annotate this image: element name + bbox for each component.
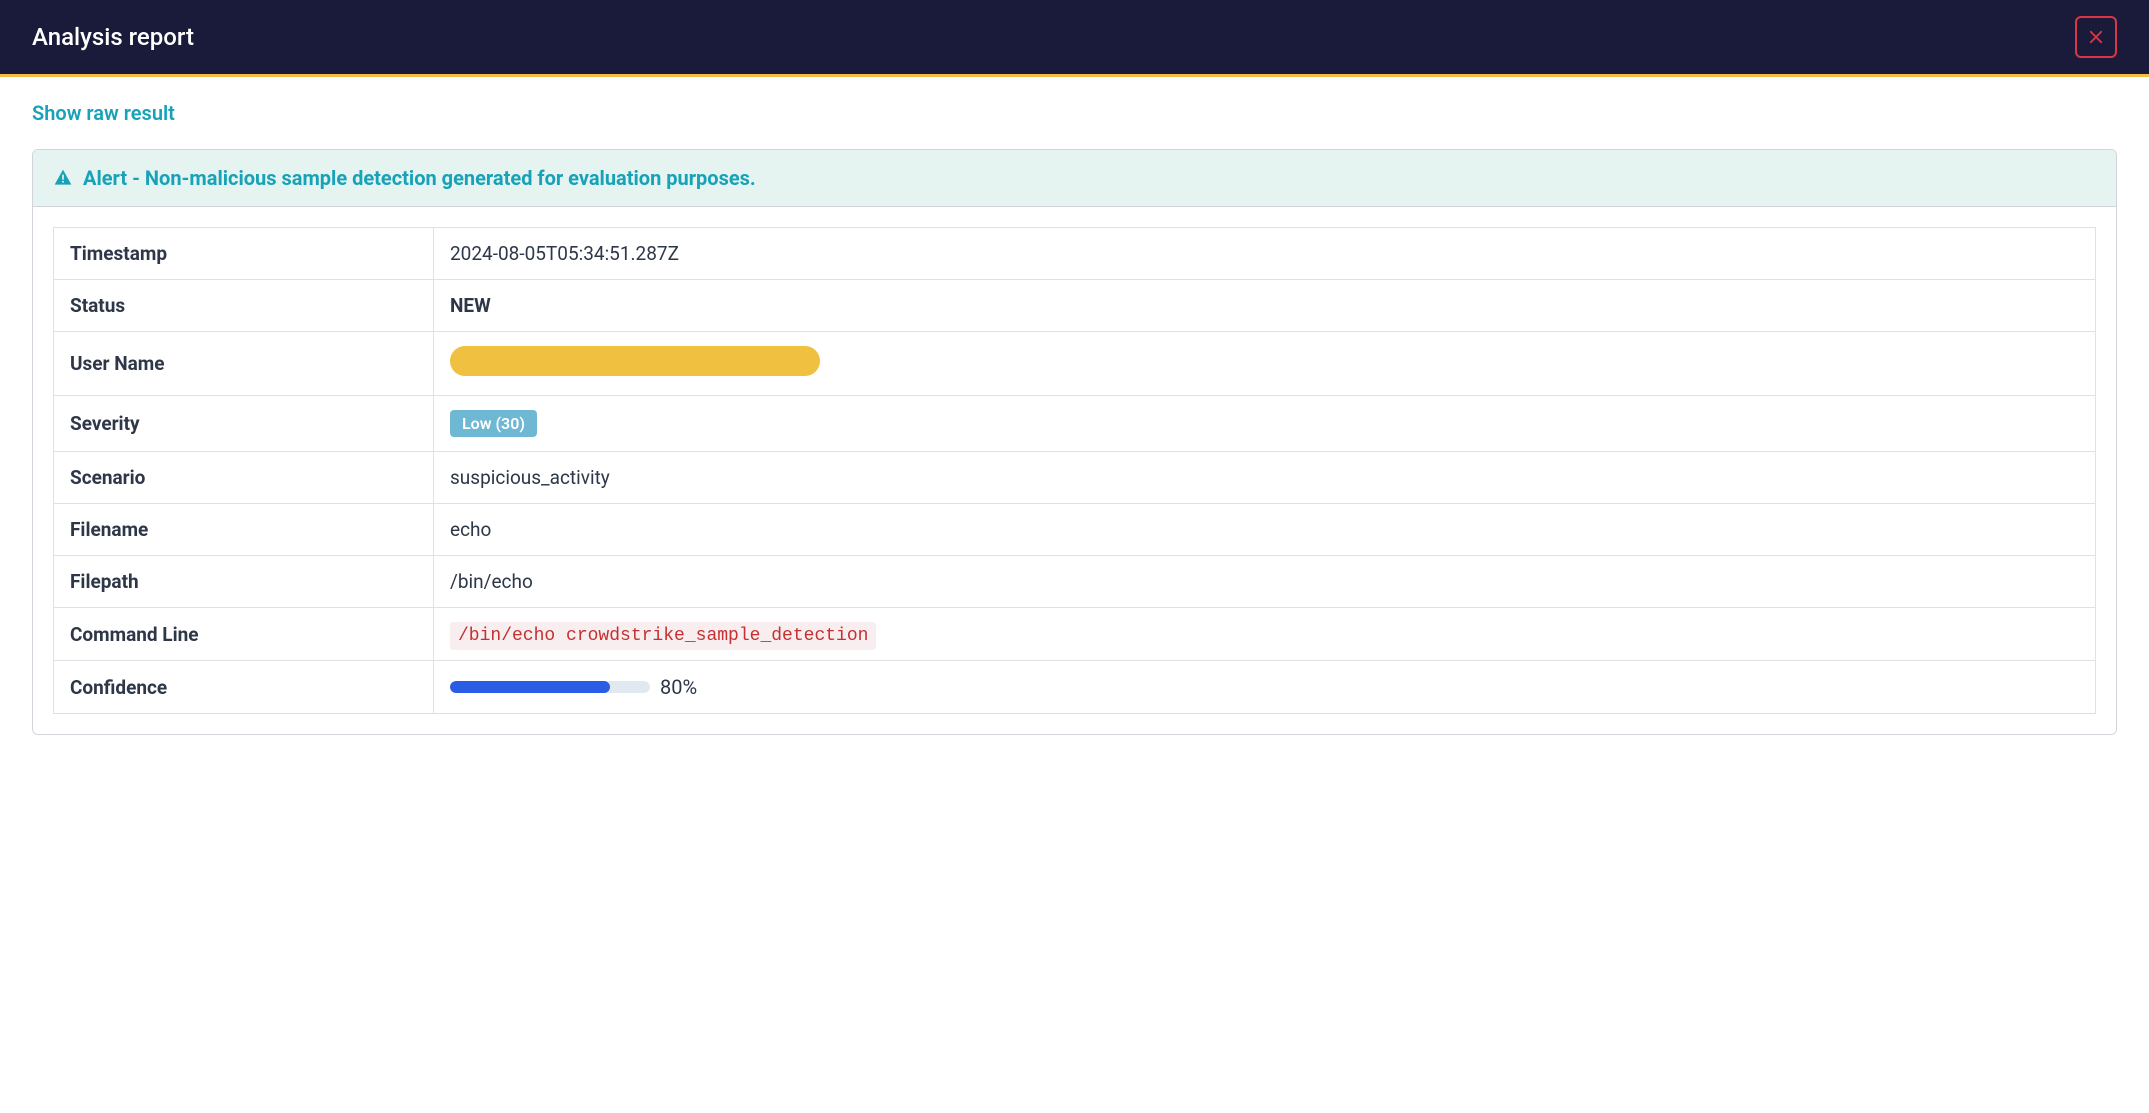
show-raw-result-link[interactable]: Show raw result (32, 101, 175, 125)
row-value: suspicious_activity (434, 452, 2096, 504)
row-value: /bin/echo (434, 556, 2096, 608)
detail-table: Timestamp2024-08-05T05:34:51.287ZStatus N… (53, 227, 2096, 714)
warning-icon (53, 168, 73, 188)
row-label: Scenario (54, 452, 434, 504)
table-row: Status NEW (54, 280, 2096, 332)
table-row: Command Line/bin/echo crowdstrike_sample… (54, 608, 2096, 661)
row-label: Confidence (54, 661, 434, 714)
page-title: Analysis report (32, 23, 194, 51)
command-line-code: /bin/echo crowdstrike_sample_detection (450, 622, 876, 650)
row-label: Status (54, 280, 434, 332)
progress-bar-fill (450, 681, 610, 693)
row-value: /bin/echo crowdstrike_sample_detection (434, 608, 2096, 661)
table-row: User Name (54, 332, 2096, 396)
table-row: Scenariosuspicious_activity (54, 452, 2096, 504)
redacted-value (450, 346, 820, 376)
row-label: Severity (54, 396, 434, 452)
detail-table-wrapper: Timestamp2024-08-05T05:34:51.287ZStatus N… (33, 207, 2116, 734)
alert-banner: Alert - Non-malicious sample detection g… (33, 150, 2116, 207)
status-value: NEW (450, 294, 491, 317)
row-label: User Name (54, 332, 434, 396)
row-label: Filepath (54, 556, 434, 608)
row-label: Timestamp (54, 228, 434, 280)
table-row: Filepath/bin/echo (54, 556, 2096, 608)
alert-panel: Alert - Non-malicious sample detection g… (32, 149, 2117, 735)
row-value: NEW (434, 280, 2096, 332)
table-row: Confidence 80% (54, 661, 2096, 714)
table-row: Filenameecho (54, 504, 2096, 556)
progress-bar (450, 681, 650, 693)
close-icon (2087, 28, 2105, 46)
row-value: 2024-08-05T05:34:51.287Z (434, 228, 2096, 280)
alert-text: Alert - Non-malicious sample detection g… (83, 166, 756, 190)
row-label: Filename (54, 504, 434, 556)
close-button[interactable] (2075, 16, 2117, 58)
confidence-progress: 80% (450, 675, 2079, 699)
row-value (434, 332, 2096, 396)
row-label: Command Line (54, 608, 434, 661)
row-value: Low (30) (434, 396, 2096, 452)
modal-header: Analysis report (0, 0, 2149, 77)
row-value: echo (434, 504, 2096, 556)
row-value: 80% (434, 661, 2096, 714)
content-area: Show raw result Alert - Non-malicious sa… (0, 77, 2149, 759)
table-row: Severity Low (30) (54, 396, 2096, 452)
table-row: Timestamp2024-08-05T05:34:51.287Z (54, 228, 2096, 280)
severity-badge: Low (30) (450, 410, 537, 437)
progress-label: 80% (660, 675, 697, 699)
